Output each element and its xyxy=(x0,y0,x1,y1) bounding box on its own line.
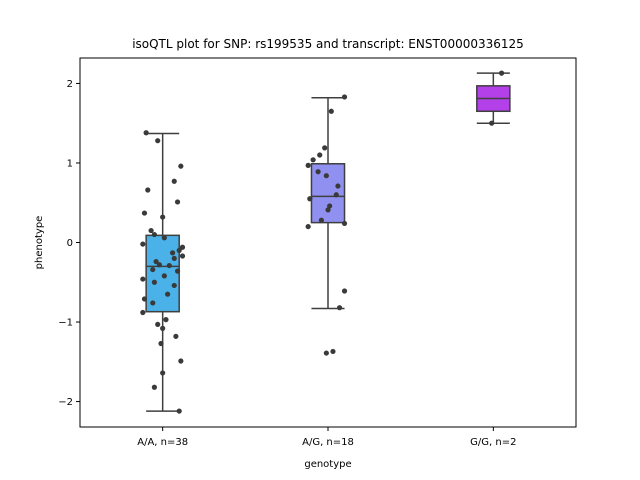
data-point xyxy=(174,199,181,205)
data-point xyxy=(165,291,171,297)
data-point xyxy=(341,220,348,227)
data-point xyxy=(178,358,184,364)
data-point xyxy=(325,207,331,213)
data-point xyxy=(327,203,333,209)
data-point xyxy=(305,162,311,168)
data-point xyxy=(336,305,343,311)
y-tick-label: −1 xyxy=(58,318,73,329)
y-tick-label: 1 xyxy=(67,158,73,169)
data-point xyxy=(171,282,177,289)
data-point xyxy=(151,231,157,238)
data-point xyxy=(307,196,313,202)
data-point xyxy=(310,157,316,163)
data-point xyxy=(155,138,161,144)
data-point xyxy=(160,214,166,220)
data-point xyxy=(174,268,181,274)
data-point xyxy=(148,227,154,234)
chart-title: isoQTL plot for SNP: rs199535 and transc… xyxy=(132,37,524,51)
data-point xyxy=(158,340,164,347)
y-axis-label: phenotype xyxy=(34,216,45,270)
box-iqr xyxy=(145,234,180,313)
x-tick-label: A/A, n=38 xyxy=(137,437,188,448)
y-tick-label: −2 xyxy=(58,397,73,408)
data-point xyxy=(341,288,348,294)
data-point xyxy=(489,120,495,126)
x-axis-ticks: A/A, n=38 A/G, n=18 G/G, n=2 xyxy=(137,427,516,448)
data-point xyxy=(161,273,167,279)
y-tick-label: 0 xyxy=(67,238,73,249)
data-point xyxy=(151,279,157,285)
data-point xyxy=(341,94,348,100)
data-point xyxy=(318,217,324,223)
data-point xyxy=(171,255,177,262)
data-point xyxy=(141,296,148,302)
data-point xyxy=(330,348,336,355)
data-point xyxy=(160,370,166,376)
data-point xyxy=(176,408,182,414)
data-point xyxy=(173,333,179,339)
data-point xyxy=(143,130,149,136)
data-point xyxy=(141,210,148,216)
x-tick-label: A/G, n=18 xyxy=(302,437,354,448)
data-point xyxy=(333,192,339,198)
data-point xyxy=(155,321,161,328)
box-2 xyxy=(476,72,511,124)
data-point xyxy=(171,178,177,184)
data-point xyxy=(156,262,162,268)
data-point xyxy=(179,253,186,259)
data-point xyxy=(305,223,311,230)
data-point xyxy=(335,183,341,189)
data-point xyxy=(328,108,334,114)
y-axis-ticks: −2 −1 0 1 2 xyxy=(58,79,80,408)
data-point xyxy=(140,309,146,316)
data-point xyxy=(323,173,329,179)
data-point xyxy=(160,325,166,331)
data-point xyxy=(150,266,156,273)
data-point xyxy=(140,276,146,282)
data-point xyxy=(161,235,167,241)
points-layer xyxy=(140,70,505,414)
data-point xyxy=(140,241,146,247)
data-point xyxy=(176,247,182,254)
data-point xyxy=(163,317,169,323)
x-axis-label: genotype xyxy=(304,459,351,470)
data-point xyxy=(178,163,184,169)
data-point xyxy=(499,70,505,76)
data-point xyxy=(315,169,321,175)
data-point xyxy=(145,187,151,193)
data-point xyxy=(317,152,323,158)
data-point xyxy=(179,244,186,250)
data-point xyxy=(166,262,172,269)
data-point xyxy=(323,350,329,356)
box-0 xyxy=(145,132,180,412)
data-point xyxy=(169,250,176,256)
data-point xyxy=(153,258,159,265)
y-tick-label: 2 xyxy=(67,79,73,90)
data-point xyxy=(150,300,156,306)
x-tick-label: G/G, n=2 xyxy=(470,437,516,448)
data-point xyxy=(151,384,157,390)
data-point xyxy=(322,145,328,151)
